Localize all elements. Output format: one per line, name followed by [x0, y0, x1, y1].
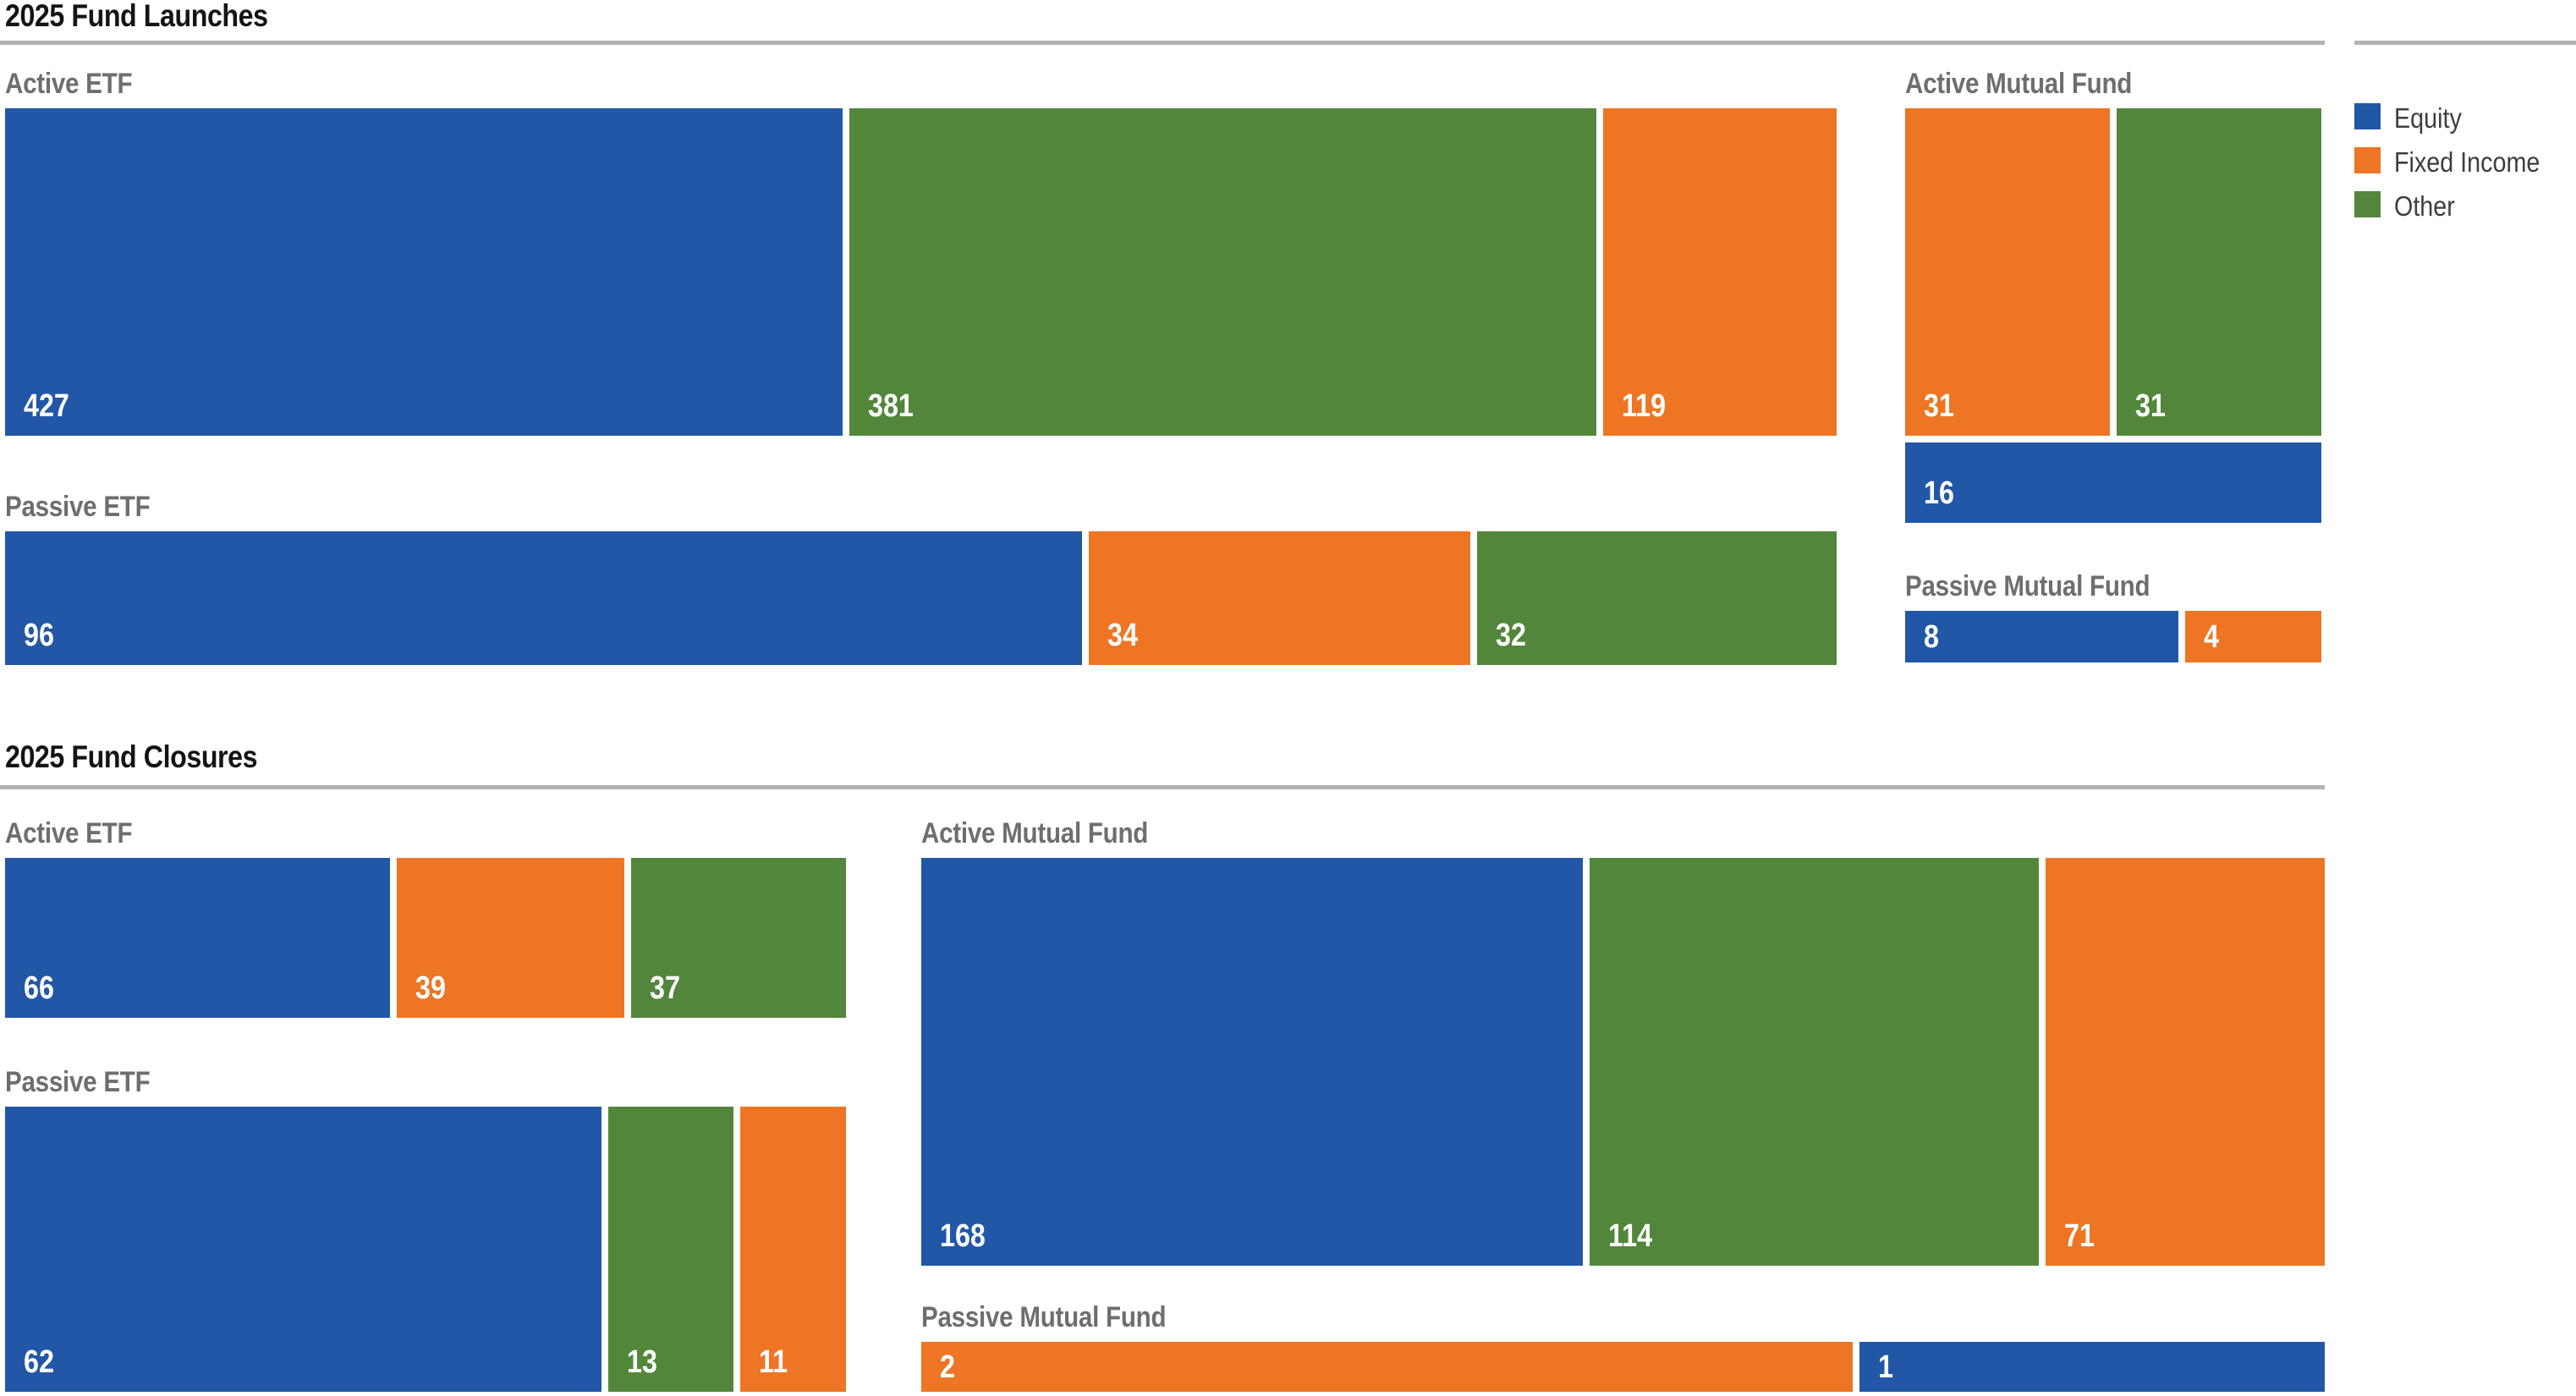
segment-value-label: 34 — [1107, 618, 1138, 653]
closures-section-title: 2025 Fund Closures — [5, 741, 295, 772]
legend-label-other: Other — [2394, 190, 2455, 222]
bar-segment-fixed-income: 11 — [740, 1107, 846, 1392]
bar-segment-fixed-income: 2 — [921, 1342, 1853, 1392]
bar-segment-equity: 62 — [5, 1107, 601, 1392]
group-label-2025-fund-closures-passive-mutual-fund: Passive Mutual Fund — [921, 1303, 1202, 1332]
group-label-2025-fund-launches-active-mutual-fund: Active Mutual Fund — [1905, 69, 2166, 98]
group-label-2025-fund-closures-passive-etf: Passive ETF — [5, 1068, 172, 1096]
segment-value-label: 37 — [650, 970, 680, 1006]
bar-segment-other: 114 — [1590, 858, 2039, 1266]
segment-value-label: 16 — [1924, 475, 1954, 511]
bar-segment-other: 37 — [631, 858, 846, 1018]
group-label-text: Active Mutual Fund — [921, 817, 1149, 849]
segment-value-label: 8 — [1924, 618, 1939, 655]
launches-section-rule — [0, 41, 2325, 45]
bar-segment-fixed-income: 119 — [1603, 108, 1837, 436]
legend-label-equity: Equity — [2394, 102, 2462, 134]
legend-label-fixed-income: Fixed Income — [2394, 146, 2540, 178]
segment-value-label: 4 — [2204, 618, 2219, 655]
group-label-text: Active ETF — [5, 817, 133, 849]
bar-segment-fixed-income: 4 — [2185, 611, 2321, 662]
segment-value-label: 32 — [1496, 618, 1526, 653]
bar-segment-equity: 96 — [5, 531, 1082, 665]
launches-section-title-text: 2025 Fund Launches — [5, 0, 268, 33]
group-label-text: Passive ETF — [5, 1066, 151, 1098]
bar-segment-equity: 8 — [1905, 611, 2178, 662]
segment-value-label: 168 — [940, 1218, 986, 1254]
bar-segment-fixed-income: 39 — [397, 858, 624, 1018]
segment-value-label: 2 — [940, 1349, 955, 1385]
group-label-text: Active ETF — [5, 68, 133, 100]
closures-section-rule — [0, 785, 2325, 789]
segment-value-label: 62 — [24, 1344, 54, 1380]
bar-segment-other: 32 — [1477, 531, 1837, 665]
closures-section-title-text: 2025 Fund Closures — [5, 739, 258, 774]
bar-segment-equity: 1 — [1859, 1342, 2325, 1392]
bar-segment-fixed-income: 71 — [2046, 858, 2325, 1266]
segment-value-label: 66 — [24, 970, 54, 1006]
legend-item-fixed-income: Fixed Income — [2354, 147, 2562, 176]
bar-segment-other: 13 — [608, 1107, 733, 1392]
segment-value-label: 13 — [627, 1344, 657, 1380]
bar-segment-fixed-income: 34 — [1089, 531, 1470, 665]
segment-value-label: 31 — [1924, 388, 1954, 424]
group-label-text: Passive Mutual Fund — [1905, 570, 2150, 602]
group-label-2025-fund-launches-passive-etf: Passive ETF — [5, 492, 172, 521]
legend-swatch — [2354, 103, 2381, 129]
segment-value-label: 114 — [1608, 1218, 1653, 1254]
segment-value-label: 1 — [1878, 1349, 1893, 1385]
bar-segment-equity: 16 — [1905, 442, 2321, 523]
group-label-text: Active Mutual Fund — [1905, 68, 2133, 100]
legend-item-equity: Equity — [2354, 103, 2472, 132]
bar-segment-other: 31 — [2117, 108, 2321, 436]
group-label-2025-fund-closures-active-mutual-fund: Active Mutual Fund — [921, 819, 1182, 848]
group-label-text: Passive ETF — [5, 491, 151, 523]
group-label-text: Passive Mutual Fund — [921, 1301, 1167, 1333]
legend-swatch — [2354, 147, 2381, 173]
segment-value-label: 119 — [1622, 388, 1667, 424]
bar-segment-equity: 66 — [5, 858, 390, 1018]
segment-value-label: 381 — [868, 388, 914, 424]
segment-value-label: 31 — [2135, 388, 2166, 424]
segment-value-label: 96 — [24, 618, 54, 653]
bar-segment-equity: 427 — [5, 108, 843, 436]
segment-value-label: 427 — [24, 388, 69, 424]
legend-item-other: Other — [2354, 191, 2464, 220]
group-label-2025-fund-launches-active-etf: Active ETF — [5, 69, 151, 98]
legend-swatch — [2354, 191, 2381, 217]
segment-value-label: 71 — [2064, 1218, 2095, 1254]
segment-value-label: 11 — [759, 1344, 788, 1380]
bar-segment-equity: 168 — [921, 858, 1583, 1266]
launches-section-title: 2025 Fund Launches — [5, 0, 307, 31]
group-label-2025-fund-launches-passive-mutual-fund: Passive Mutual Fund — [1905, 572, 2186, 601]
legend-rule — [2354, 41, 2576, 45]
segment-value-label: 39 — [415, 970, 446, 1006]
group-label-2025-fund-closures-active-etf: Active ETF — [5, 819, 151, 848]
bar-segment-other: 381 — [849, 108, 1596, 436]
bar-segment-fixed-income: 31 — [1905, 108, 2110, 436]
